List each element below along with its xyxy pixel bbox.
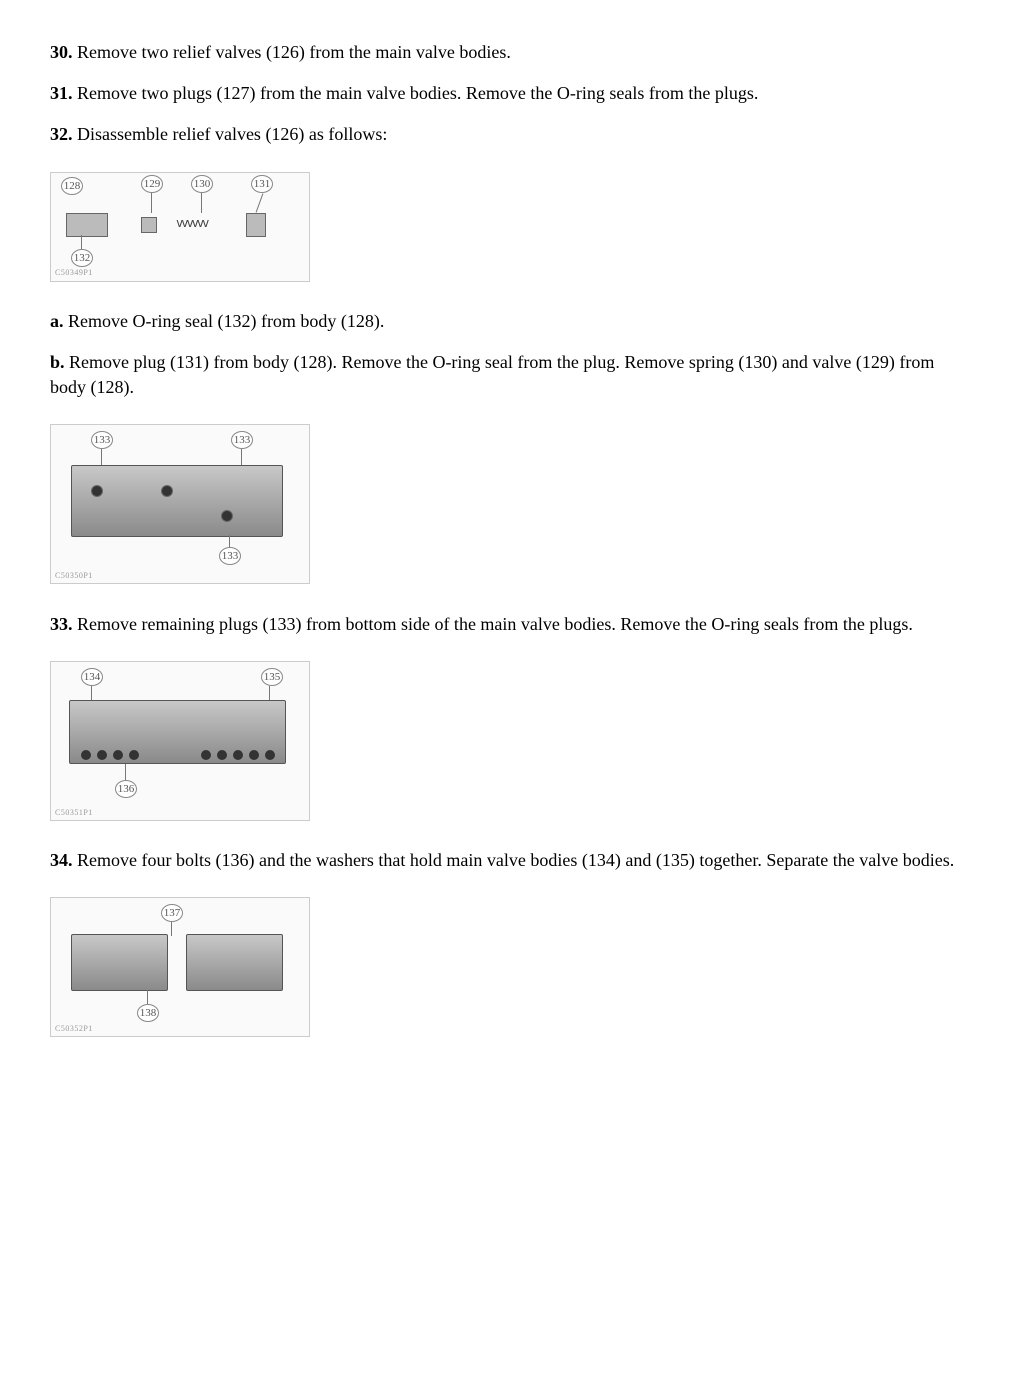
step-b-num: b. [50, 352, 65, 372]
step-34: 34. Remove four bolts (136) and the wash… [50, 848, 974, 873]
callout-135: 135 [261, 668, 283, 686]
callout-131: 131 [251, 175, 273, 193]
step-33-text: Remove remaining plugs (133) from bottom… [77, 614, 913, 634]
figure-bottom-plugs: 133 133 133 C50350P1 [50, 424, 310, 584]
callout-133a: 133 [91, 431, 113, 449]
callout-128: 128 [61, 177, 83, 195]
ref-code-137: C50352P1 [55, 1023, 93, 1034]
step-30: 30. Remove two relief valves (126) from … [50, 40, 974, 65]
step-30-text: Remove two relief valves (126) from the … [77, 42, 511, 62]
step-34-text: Remove four bolts (136) and the washers … [77, 850, 954, 870]
callout-132: 132 [71, 249, 93, 267]
figure-relief-valve-parts: 128 129 130 131 vvvvvv 132 C50349P1 [50, 172, 310, 282]
figure-valve-bodies-joined: 134 135 136 C50351P1 [50, 661, 310, 821]
ref-code-128: C50349P1 [55, 267, 93, 278]
callout-138: 138 [137, 1004, 159, 1022]
step-34-num: 34. [50, 850, 73, 870]
step-32-text: Disassemble relief valves (126) as follo… [77, 124, 387, 144]
step-32: 32. Disassemble relief valves (126) as f… [50, 122, 974, 147]
step-b-text: Remove plug (131) from body (128). Remov… [50, 352, 934, 397]
callout-136: 136 [115, 780, 137, 798]
callout-129: 129 [141, 175, 163, 193]
callout-130: 130 [191, 175, 213, 193]
step-32-num: 32. [50, 124, 73, 144]
ref-code-133: C50350P1 [55, 570, 93, 581]
callout-133c: 133 [219, 547, 241, 565]
step-b: b. Remove plug (131) from body (128). Re… [50, 350, 974, 400]
callout-137: 137 [161, 904, 183, 922]
callout-134: 134 [81, 668, 103, 686]
ref-code-134: C50351P1 [55, 807, 93, 818]
step-a-text: Remove O-ring seal (132) from body (128)… [68, 311, 384, 331]
step-a-num: a. [50, 311, 64, 331]
step-33-num: 33. [50, 614, 73, 634]
step-33: 33. Remove remaining plugs (133) from bo… [50, 612, 974, 637]
step-31-num: 31. [50, 83, 73, 103]
callout-133b: 133 [231, 431, 253, 449]
step-a: a. Remove O-ring seal (132) from body (1… [50, 309, 974, 334]
step-31-text: Remove two plugs (127) from the main val… [77, 83, 758, 103]
step-30-num: 30. [50, 42, 73, 62]
step-31: 31. Remove two plugs (127) from the main… [50, 81, 974, 106]
figure-valve-bodies-separated: 137 138 C50352P1 [50, 897, 310, 1037]
